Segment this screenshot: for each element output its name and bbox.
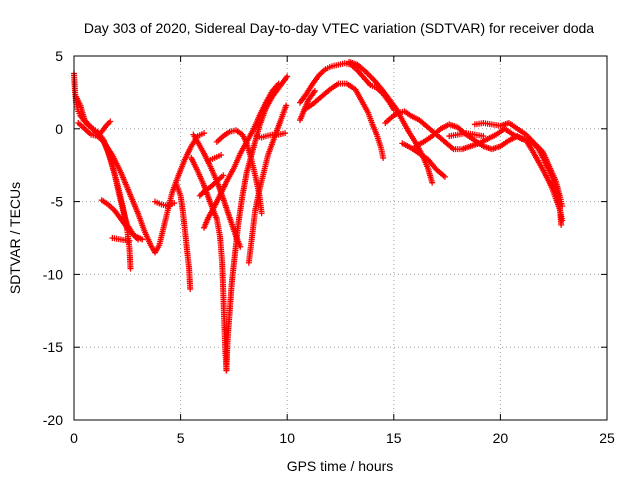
x-tick-label: 0	[70, 430, 78, 446]
series-track-23	[399, 140, 448, 180]
data-point	[284, 73, 291, 80]
series-track-10	[188, 154, 230, 374]
data-point	[283, 102, 290, 109]
x-tick-label: 25	[599, 430, 615, 446]
plot-frame	[73, 55, 608, 421]
data-point	[134, 236, 141, 243]
data-point	[187, 285, 194, 292]
data-points	[71, 58, 566, 374]
data-point	[218, 152, 225, 159]
y-tick-label: -5	[51, 194, 64, 210]
series-track-20	[296, 87, 318, 124]
series-track-14	[201, 80, 282, 231]
series-track-13	[205, 152, 225, 164]
y-axis-label: SDTVAR / TECUs	[7, 182, 23, 294]
x-tick-label: 15	[386, 430, 402, 446]
data-point	[559, 202, 566, 209]
series-track-12	[196, 172, 227, 199]
series-track-8	[173, 181, 194, 292]
data-point	[380, 154, 387, 161]
data-point	[107, 118, 114, 125]
series-track-18	[296, 60, 397, 113]
data-point	[127, 265, 134, 272]
data-point	[220, 172, 227, 179]
series-track-16	[245, 102, 290, 266]
x-tick-label: 20	[493, 430, 509, 446]
y-tick-label: -10	[43, 266, 63, 282]
data-point	[559, 217, 566, 224]
series-track-4	[94, 118, 114, 140]
series-track-19	[301, 80, 387, 161]
data-point	[558, 221, 565, 228]
series-track-6	[109, 235, 133, 244]
series-track-7	[152, 198, 178, 209]
data-point	[171, 200, 178, 207]
y-tick-label: 0	[55, 121, 63, 137]
y-tick-label: 5	[55, 48, 63, 64]
x-tick-label: 10	[279, 430, 295, 446]
y-tick-label: -20	[43, 412, 63, 428]
data-point	[126, 237, 133, 244]
data-point	[201, 130, 208, 137]
chart-title: Day 303 of 2020, Sidereal Day-to-day VTE…	[84, 20, 594, 36]
series-track-26	[446, 130, 487, 140]
data-point	[258, 210, 265, 217]
series-track-9	[190, 131, 244, 250]
series-track-5	[98, 197, 141, 243]
x-axis-label: GPS time / hours	[287, 458, 394, 474]
data-point	[480, 133, 487, 140]
data-point	[311, 87, 318, 94]
y-tick-label: -15	[43, 339, 63, 355]
series-track-25	[471, 119, 566, 209]
data-point	[282, 130, 289, 137]
data-point	[441, 173, 448, 180]
data-point	[275, 80, 282, 87]
x-tick-label: 5	[177, 430, 185, 446]
series-track-17	[254, 130, 289, 141]
data-point	[429, 179, 436, 186]
